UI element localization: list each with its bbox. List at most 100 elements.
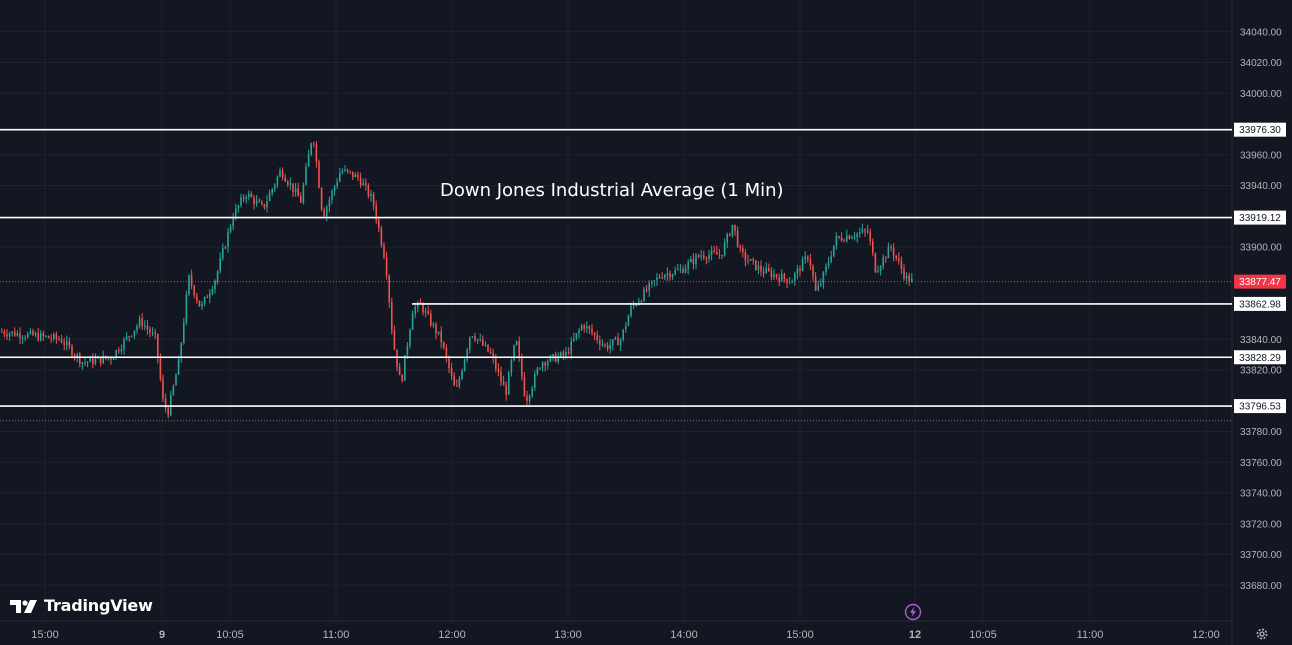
candle-body xyxy=(414,306,416,314)
candle-body xyxy=(66,341,68,345)
candle-body xyxy=(783,273,786,279)
tradingview-logo[interactable]: TradingView xyxy=(10,596,153,615)
candle-body xyxy=(630,305,632,316)
candle-body xyxy=(107,358,110,360)
candle-body xyxy=(242,197,245,199)
horizontal-levels[interactable]: 33976.30 33919.12 33862.98 33828.29 33796.53… xyxy=(0,122,1286,422)
candle-body xyxy=(482,339,484,346)
candle-body xyxy=(497,368,500,372)
candle-body xyxy=(505,385,507,395)
candle-body xyxy=(606,345,609,350)
time-axis[interactable]: 15:00 9 10:05 11:00 12:00 13:00 14:00 15:00 12 10… xyxy=(31,629,1220,641)
candle-body xyxy=(547,361,549,366)
candle-body xyxy=(804,256,806,260)
candle-body xyxy=(492,353,494,359)
candle-body xyxy=(396,349,398,367)
candle-body xyxy=(190,275,193,286)
candle-body xyxy=(21,337,24,339)
settings-gear-icon[interactable] xyxy=(1255,627,1269,641)
candle-body xyxy=(448,357,450,369)
candle-body xyxy=(874,253,877,273)
candle-body xyxy=(684,268,687,273)
candle-body xyxy=(869,231,871,242)
candle-body xyxy=(323,209,325,217)
candle-body xyxy=(440,331,442,343)
time-tick-3: 11:00 xyxy=(323,629,350,641)
candle-body xyxy=(445,347,448,358)
candle-body xyxy=(279,170,281,177)
candle-body xyxy=(92,357,94,364)
candle-body xyxy=(372,194,375,206)
candle-body xyxy=(263,204,266,208)
candle-body xyxy=(461,370,463,379)
candle-body xyxy=(570,340,572,354)
candle-body xyxy=(437,331,440,334)
candle-body xyxy=(500,371,502,382)
candle-body xyxy=(781,273,783,282)
candle-body xyxy=(164,398,167,409)
candle-body xyxy=(502,381,505,386)
candle-body xyxy=(508,372,510,395)
candle-body xyxy=(24,337,26,339)
candle-body xyxy=(588,325,591,329)
candle-body xyxy=(365,183,367,186)
candle-body xyxy=(276,176,279,185)
price-axis[interactable]: 34040.00 34020.00 34000.00 33960.00 33940.00… xyxy=(1240,27,1282,592)
candle-body xyxy=(484,344,487,346)
candle-body xyxy=(604,344,606,346)
candle-body xyxy=(656,277,658,281)
candle-body xyxy=(79,354,81,364)
level-tag-0 xyxy=(1234,122,1286,137)
candle-body xyxy=(11,331,13,334)
candle-body xyxy=(877,270,879,273)
time-tick-2: 10:05 xyxy=(216,629,244,641)
price-tick-4: 33940.00 xyxy=(1240,181,1282,192)
candle-body xyxy=(674,269,676,275)
candle-body xyxy=(859,232,861,234)
candle-body xyxy=(177,358,180,375)
candle-body xyxy=(586,325,588,329)
candle-body xyxy=(227,231,229,247)
candle-body xyxy=(84,362,86,364)
price-tick-13: 33680.00 xyxy=(1240,581,1282,592)
candle-body xyxy=(827,261,830,266)
candle-body xyxy=(471,336,474,338)
candle-body xyxy=(60,339,63,343)
candle-body xyxy=(380,228,383,246)
candle-body xyxy=(775,274,778,277)
time-tick-1: 9 xyxy=(159,629,165,641)
candle-body xyxy=(289,183,292,185)
lightning-icon[interactable] xyxy=(904,603,922,621)
level-label-2: 33862.98 xyxy=(1239,299,1281,310)
candle-body xyxy=(752,258,754,261)
candle-body xyxy=(435,323,437,334)
candle-body xyxy=(167,408,169,416)
candle-body xyxy=(723,242,726,256)
candle-body xyxy=(352,171,354,178)
level-label-3: 33828.29 xyxy=(1239,353,1281,364)
candle-body xyxy=(786,278,788,284)
chart-title: Down Jones Industrial Average (1 Min) xyxy=(440,180,784,201)
candle-body xyxy=(788,282,791,284)
candle-body xyxy=(560,352,562,357)
candle-body xyxy=(510,360,513,373)
brand-name: TradingView xyxy=(44,596,153,615)
candle-body xyxy=(531,387,533,396)
candle-body xyxy=(739,246,741,248)
candle-body xyxy=(817,285,819,291)
candle-body xyxy=(141,318,143,327)
candle-body xyxy=(687,262,689,269)
candle-body xyxy=(770,270,773,278)
candle-body xyxy=(300,196,302,203)
candle-body xyxy=(669,273,671,278)
candle-body xyxy=(692,258,695,265)
candle-body xyxy=(370,194,372,197)
candle-body xyxy=(822,272,825,284)
candle-body xyxy=(27,333,29,338)
candle-body xyxy=(110,358,112,360)
candle-body xyxy=(183,322,185,344)
price-tick-9: 33760.00 xyxy=(1240,458,1282,469)
candle-body xyxy=(679,268,682,270)
candle-body xyxy=(144,325,146,327)
